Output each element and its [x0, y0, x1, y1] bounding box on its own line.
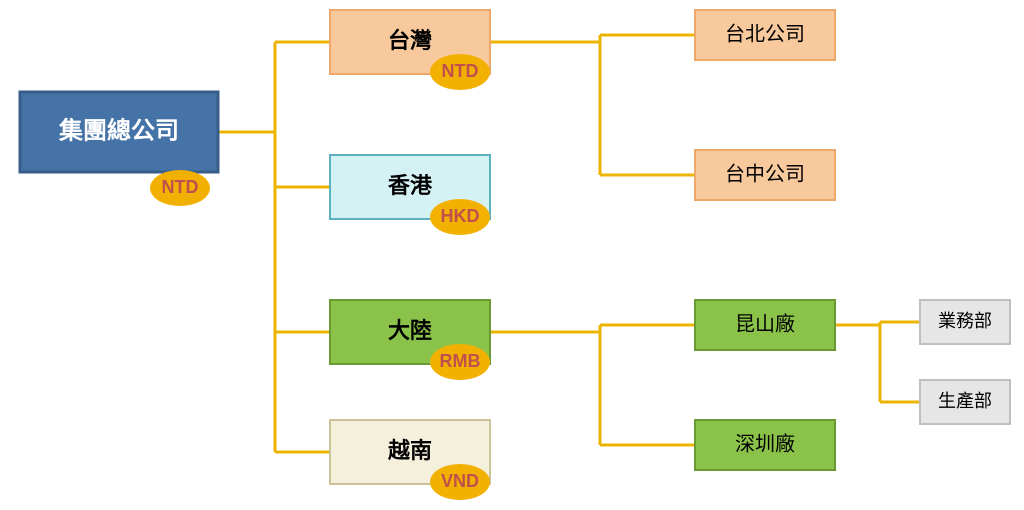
node-label: 大陸	[388, 318, 432, 343]
node-root: 集團總公司 NTD	[20, 92, 218, 206]
currency-badge-label: HKD	[441, 206, 480, 226]
node-label: 業務部	[938, 311, 992, 331]
node-label: 台中公司	[725, 162, 805, 185]
node-vietnam: 越南 VND	[330, 420, 490, 500]
node-label: 香港	[388, 173, 433, 198]
node-sales: 業務部	[920, 300, 1010, 344]
org-chart: 集團總公司 NTD 台灣 NTD 香港 HKD 大陸 RMB 越南 VND 台北公司台中公司昆山廠深…	[0, 0, 1024, 510]
node-taichung: 台中公司	[695, 150, 835, 200]
node-taipei: 台北公司	[695, 10, 835, 60]
node-label: 台北公司	[725, 22, 805, 45]
node-label: 集團總公司	[58, 116, 179, 144]
edge-layer	[218, 35, 920, 452]
currency-badge-label: RMB	[440, 351, 481, 371]
node-label: 昆山廠	[735, 311, 795, 335]
node-hongkong: 香港 HKD	[330, 155, 490, 235]
node-label: 台灣	[388, 28, 432, 53]
currency-badge-label: NTD	[442, 61, 479, 81]
node-layer: 集團總公司 NTD 台灣 NTD 香港 HKD 大陸 RMB 越南 VND 台北公司台中公司昆山廠深…	[20, 10, 1010, 500]
currency-badge-label: VND	[441, 471, 479, 491]
node-shenzhen: 深圳廠	[695, 420, 835, 470]
node-taiwan: 台灣 NTD	[330, 10, 490, 90]
node-label: 深圳廠	[735, 431, 795, 455]
node-kunshan: 昆山廠	[695, 300, 835, 350]
currency-badge-label: NTD	[162, 177, 199, 197]
node-production: 生產部	[920, 380, 1010, 424]
node-label: 生產部	[938, 391, 992, 411]
node-label: 越南	[387, 438, 432, 463]
node-china: 大陸 RMB	[330, 300, 490, 380]
